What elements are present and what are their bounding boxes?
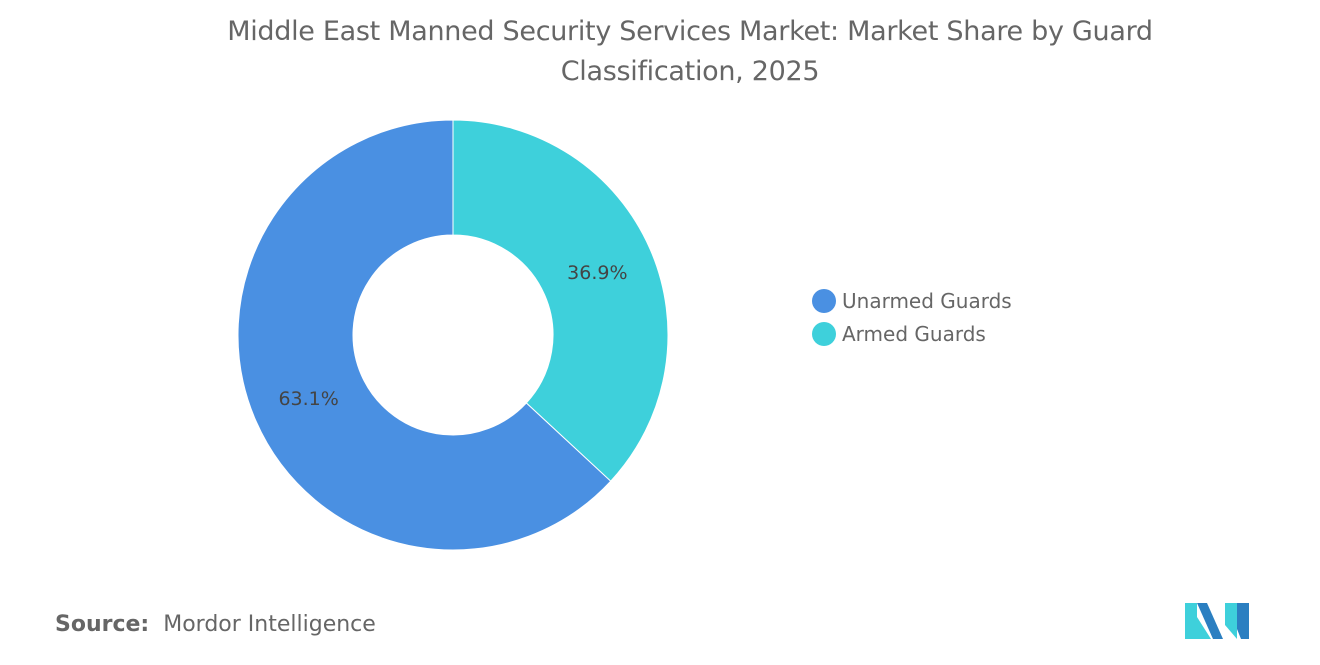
legend-item-unarmed[interactable]: Unarmed Guards xyxy=(812,284,1012,317)
data-label-armed-guards: 36.9% xyxy=(567,262,627,284)
slice-unarmed-guards[interactable] xyxy=(237,119,612,551)
legend-swatch-armed xyxy=(812,321,836,346)
legend: Unarmed Guards Armed Guards xyxy=(812,284,1012,350)
source-label: Source: xyxy=(55,612,150,637)
source-note: Source: Mordor Intelligence xyxy=(55,612,376,637)
slice-armed-guards[interactable] xyxy=(452,119,669,482)
legend-swatch-unarmed xyxy=(812,288,836,313)
mordor-logo-icon xyxy=(1185,603,1249,639)
legend-item-armed[interactable]: Armed Guards xyxy=(812,317,1012,350)
data-label-unarmed-guards: 63.1% xyxy=(278,388,338,410)
chart-title: Middle East Manned Security Services Mar… xyxy=(227,16,1153,87)
source-value: Mordor Intelligence xyxy=(163,612,376,637)
legend-label: Unarmed Guards xyxy=(842,288,1012,313)
legend-label: Armed Guards xyxy=(842,321,986,346)
